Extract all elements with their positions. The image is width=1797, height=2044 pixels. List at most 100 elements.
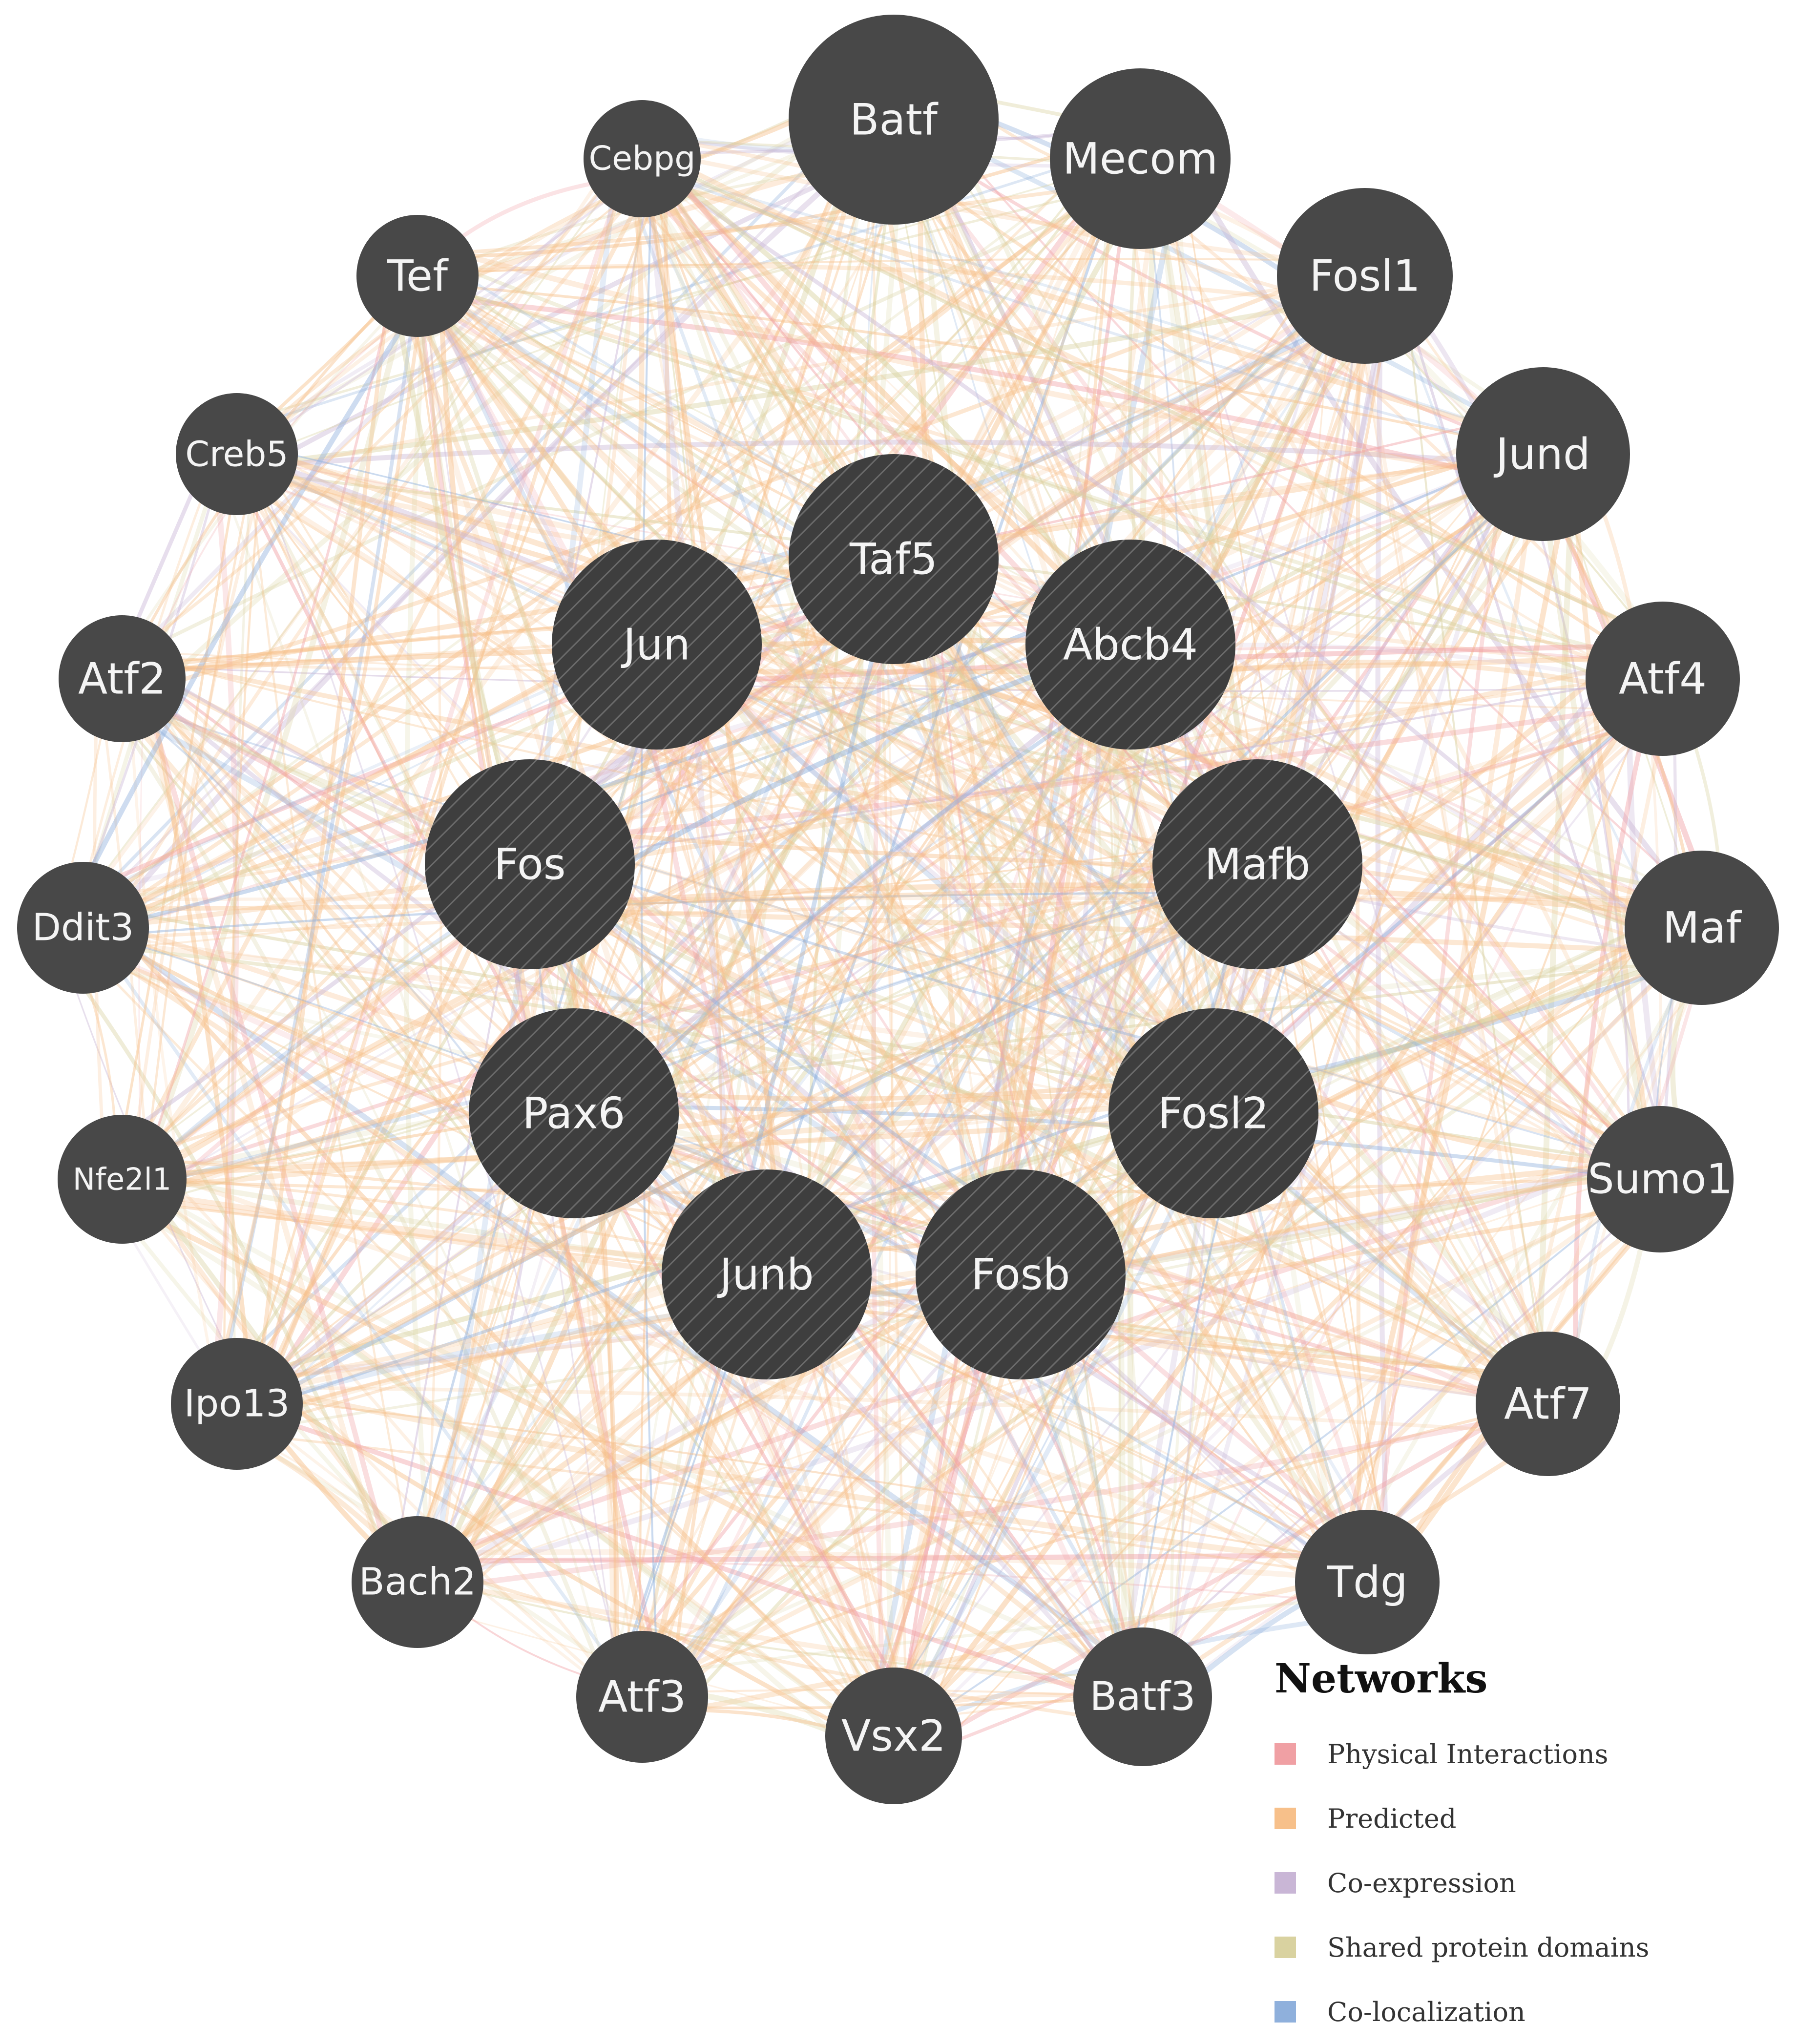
- network-edge: [418, 1559, 1174, 1730]
- gene-node-tdg[interactable]: Tdg: [1295, 1510, 1440, 1654]
- network-edge: [394, 296, 1128, 640]
- network-edge: [79, 131, 632, 910]
- network-edge: [84, 903, 1645, 1167]
- network-edge: [95, 692, 1690, 1179]
- network-nodes: Batf Mecom Fosl1 Jund Atf4 Maf Sumo1 Atf7 Tdg Bat…: [17, 15, 1779, 1804]
- network-edge: [102, 436, 1546, 926]
- gene-node-atf2[interactable]: Atf2: [59, 615, 186, 742]
- network-edge: [901, 92, 1631, 1186]
- network-edge: [216, 439, 1504, 472]
- network-edge: [217, 250, 424, 1390]
- gene-node-label: Batf3: [1089, 1674, 1195, 1720]
- network-edge: [424, 296, 1235, 1111]
- gene-node-batf3[interactable]: Batf3: [1073, 1627, 1212, 1766]
- gene-node-mafb[interactable]: Mafb: [1152, 759, 1362, 969]
- network-edge: [616, 144, 1653, 697]
- network-edge: [211, 1396, 1140, 1713]
- gene-node-maf[interactable]: Maf: [1625, 851, 1779, 1005]
- gene-node-circle: [425, 759, 635, 969]
- network-edge: [416, 287, 662, 1674]
- network-edge: [256, 451, 1570, 1394]
- network-edge: [254, 277, 393, 1400]
- network-edge: [206, 480, 239, 1432]
- network-edge: [428, 253, 1637, 661]
- network-edge: [1151, 659, 1637, 1695]
- gene-node-jund[interactable]: Jund: [1456, 367, 1630, 541]
- network-edge: [1515, 453, 1630, 1183]
- gene-node-fos[interactable]: Fos: [425, 759, 635, 969]
- network-edge: [139, 295, 1335, 1172]
- network-edge: [118, 1175, 1651, 1195]
- gene-node-fosl1[interactable]: Fosl1: [1277, 188, 1453, 364]
- network-edge: [576, 311, 1340, 1090]
- gene-node-label: Atf7: [1504, 1379, 1592, 1429]
- gene-node-creb5[interactable]: Creb5: [176, 393, 298, 515]
- legend-item: Co-localization: [1275, 1980, 1763, 2044]
- network-edge: [391, 290, 610, 1108]
- network-edge: [567, 829, 619, 1718]
- gene-node-label: Tdg: [1326, 1557, 1407, 1607]
- network-edge: [1065, 1197, 1686, 1306]
- gene-node-ddit3[interactable]: Ddit3: [17, 862, 149, 994]
- gene-node-vsx2[interactable]: Vsx2: [825, 1668, 962, 1804]
- network-edge: [1158, 122, 1697, 911]
- network-edge: [212, 147, 1123, 440]
- gene-node-atf4[interactable]: Atf4: [1586, 602, 1740, 756]
- network-edge: [656, 681, 1731, 954]
- network-edge: [642, 159, 1565, 1427]
- gene-node-fosl2[interactable]: Fosl2: [1108, 1008, 1318, 1218]
- gene-node-atf3[interactable]: Atf3: [576, 1631, 708, 1763]
- network-edge: [72, 937, 1183, 1072]
- network-edge: [749, 1231, 1574, 1407]
- gene-node-nfe2l1[interactable]: Nfe2l1: [58, 1115, 187, 1244]
- network-edge: [53, 919, 1114, 1682]
- gene-node-fosb[interactable]: Fosb: [916, 1169, 1126, 1379]
- gene-node-tef[interactable]: Tef: [356, 215, 479, 337]
- gene-node-abcb4[interactable]: Abcb4: [1025, 540, 1235, 750]
- gene-node-bach2[interactable]: Bach2: [352, 1516, 483, 1648]
- gene-node-jun[interactable]: Jun: [552, 540, 762, 750]
- legend-item: Physical Interactions: [1275, 1722, 1763, 1786]
- gene-node-atf7[interactable]: Atf7: [1476, 1332, 1620, 1476]
- gene-node-mecom[interactable]: Mecom: [1050, 68, 1231, 249]
- network-edge: [95, 880, 1215, 911]
- network-edge: [84, 670, 1672, 901]
- network-edge: [863, 543, 1153, 1726]
- gene-node-label: Sumo1: [1588, 1155, 1733, 1204]
- gene-node-circle: [59, 615, 186, 742]
- network-edge: [863, 127, 1662, 1168]
- network-edge: [120, 1168, 890, 1750]
- network-edge: [634, 156, 1140, 1713]
- network-edge: [1143, 195, 1652, 664]
- network-edge: [104, 580, 936, 938]
- network-edge: [619, 275, 1375, 1668]
- network-edge: [586, 171, 1104, 1136]
- gene-node-sumo1[interactable]: Sumo1: [1587, 1106, 1734, 1252]
- gene-node-batf[interactable]: Batf: [789, 15, 999, 225]
- gene-node-taf5[interactable]: Taf5: [789, 454, 999, 664]
- gene-node-ipo13[interactable]: Ipo13: [171, 1338, 303, 1470]
- network-edge: [744, 278, 1378, 1309]
- network-edge: [248, 451, 1534, 1376]
- network-edge: [882, 121, 1647, 1162]
- network-edge: [126, 469, 266, 1198]
- network-edge: [416, 605, 1088, 1605]
- network-edge: [115, 132, 645, 666]
- gene-node-pax6[interactable]: Pax6: [469, 1008, 679, 1218]
- network-edge: [140, 1203, 617, 1694]
- gene-node-cebpg[interactable]: Cebpg: [584, 100, 701, 217]
- network-edge: [83, 942, 1232, 1162]
- gene-node-label: Abcb4: [1063, 620, 1198, 670]
- network-edge: [119, 883, 1238, 1206]
- network-edge: [413, 268, 590, 1127]
- network-edge: [1388, 252, 1686, 1208]
- network-edge: [259, 288, 1395, 467]
- network-edge: [684, 624, 1723, 957]
- gene-node-junb[interactable]: Junb: [662, 1169, 872, 1379]
- network-edge: [148, 266, 1388, 1164]
- network-edge: [232, 435, 1681, 1200]
- network-edge: [531, 655, 1094, 835]
- network-edge: [1112, 947, 1730, 1716]
- network-edge: [212, 460, 1181, 1103]
- gene-node-circle: [1456, 367, 1630, 541]
